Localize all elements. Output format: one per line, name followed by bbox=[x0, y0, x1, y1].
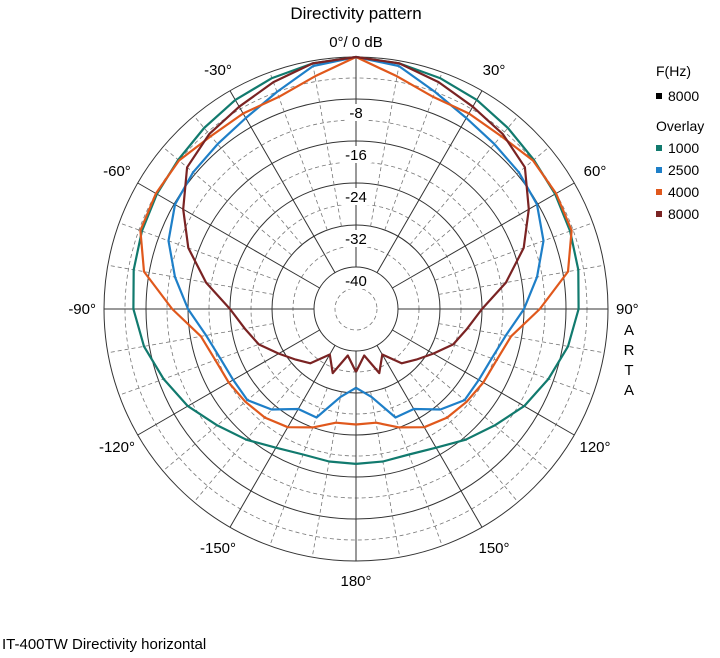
grid-spoke bbox=[269, 387, 328, 546]
angle-tick-labels: -30° 30° -60° 60° -90° 90° -120° 120° -150° 150° 1… bbox=[68, 62, 638, 590]
grid-spoke bbox=[392, 182, 575, 289]
grid-spoke bbox=[269, 72, 328, 231]
grid-spoke bbox=[376, 345, 483, 528]
chart-title: Directivity pattern bbox=[290, 4, 421, 23]
grid-spoke bbox=[370, 60, 401, 227]
angle-label: -150° bbox=[200, 540, 236, 557]
radial-tick-bg bbox=[340, 188, 372, 205]
angle-label: -120° bbox=[99, 439, 135, 456]
legend-swatch bbox=[656, 145, 662, 151]
legend-overlay-header: Overlay bbox=[656, 118, 704, 134]
angle-label: 90° bbox=[616, 301, 639, 318]
grid-spoke bbox=[162, 362, 292, 472]
watermark-letter: A bbox=[624, 382, 634, 399]
grid-spoke bbox=[311, 391, 342, 558]
legend-swatch bbox=[656, 93, 662, 99]
grid-spoke bbox=[137, 182, 320, 289]
radial-tick-bg bbox=[340, 230, 372, 247]
legend: F(Hz) 8000 Overlay 1000 2500 4000 8000 bbox=[656, 63, 704, 222]
legend-main-header: F(Hz) bbox=[656, 63, 691, 79]
grid-spoke bbox=[119, 337, 278, 396]
directivity-curves bbox=[132, 55, 580, 465]
grid-spoke bbox=[409, 115, 519, 245]
legend-entry: 1000 bbox=[668, 140, 699, 156]
grid-spoke bbox=[434, 337, 593, 396]
chart-caption: IT-400TW Directivity horizontal bbox=[2, 636, 207, 653]
radial-tick-label: -24 bbox=[345, 189, 367, 206]
grid-spoke bbox=[119, 222, 278, 281]
angle-label: -60° bbox=[103, 163, 131, 180]
grid-spoke bbox=[370, 391, 401, 558]
radial-tick-label: -40 bbox=[345, 273, 367, 290]
grid-spoke bbox=[384, 72, 443, 231]
legend-swatch bbox=[656, 189, 662, 195]
angle-label: 60° bbox=[584, 163, 607, 180]
legend-entry: 8000 bbox=[668, 88, 699, 104]
radial-tick-labels: -8 -16 -24 -32 -40 bbox=[340, 104, 372, 290]
angle-label: 120° bbox=[580, 439, 611, 456]
watermark-letter: R bbox=[624, 342, 635, 359]
radial-tick-bg bbox=[340, 272, 372, 289]
angle-label: 180° bbox=[340, 573, 371, 590]
polar-grid bbox=[103, 56, 609, 562]
grid-spoke bbox=[376, 90, 483, 273]
top-angle-label: 0°/ 0 dB bbox=[329, 34, 383, 51]
grid-spoke bbox=[438, 264, 605, 295]
radial-tick-bg bbox=[344, 104, 368, 121]
legend-swatch bbox=[656, 167, 662, 173]
grid-spoke bbox=[107, 264, 274, 295]
grid-spoke bbox=[193, 373, 303, 503]
radial-tick-label: -32 bbox=[345, 231, 367, 248]
grid-spoke bbox=[384, 387, 443, 546]
grid-spoke bbox=[229, 345, 336, 528]
radial-tick-label: -8 bbox=[349, 105, 362, 122]
radial-tick-bg bbox=[340, 146, 372, 163]
legend-entry: 4000 bbox=[668, 184, 699, 200]
watermark-letter: T bbox=[624, 362, 633, 379]
grid-spoke bbox=[229, 90, 336, 273]
angle-label: 30° bbox=[483, 62, 506, 79]
watermark-letter: A bbox=[624, 322, 634, 339]
curve-8000hz bbox=[182, 55, 530, 375]
grid-ring bbox=[334, 287, 378, 331]
grid-spoke bbox=[193, 115, 303, 245]
angle-label: -30° bbox=[204, 62, 232, 79]
legend-entry: 8000 bbox=[668, 206, 699, 222]
grid-spoke bbox=[311, 60, 342, 227]
grid-spoke bbox=[162, 146, 292, 256]
grid-spoke bbox=[420, 362, 550, 472]
angle-label: -90° bbox=[68, 301, 96, 318]
grid-spoke bbox=[409, 373, 519, 503]
grid-spoke bbox=[434, 222, 593, 281]
radial-tick-label: -16 bbox=[345, 147, 367, 164]
legend-swatch bbox=[656, 211, 662, 217]
grid-spoke bbox=[420, 146, 550, 256]
legend-entry: 2500 bbox=[668, 162, 699, 178]
angle-label: 150° bbox=[478, 540, 509, 557]
